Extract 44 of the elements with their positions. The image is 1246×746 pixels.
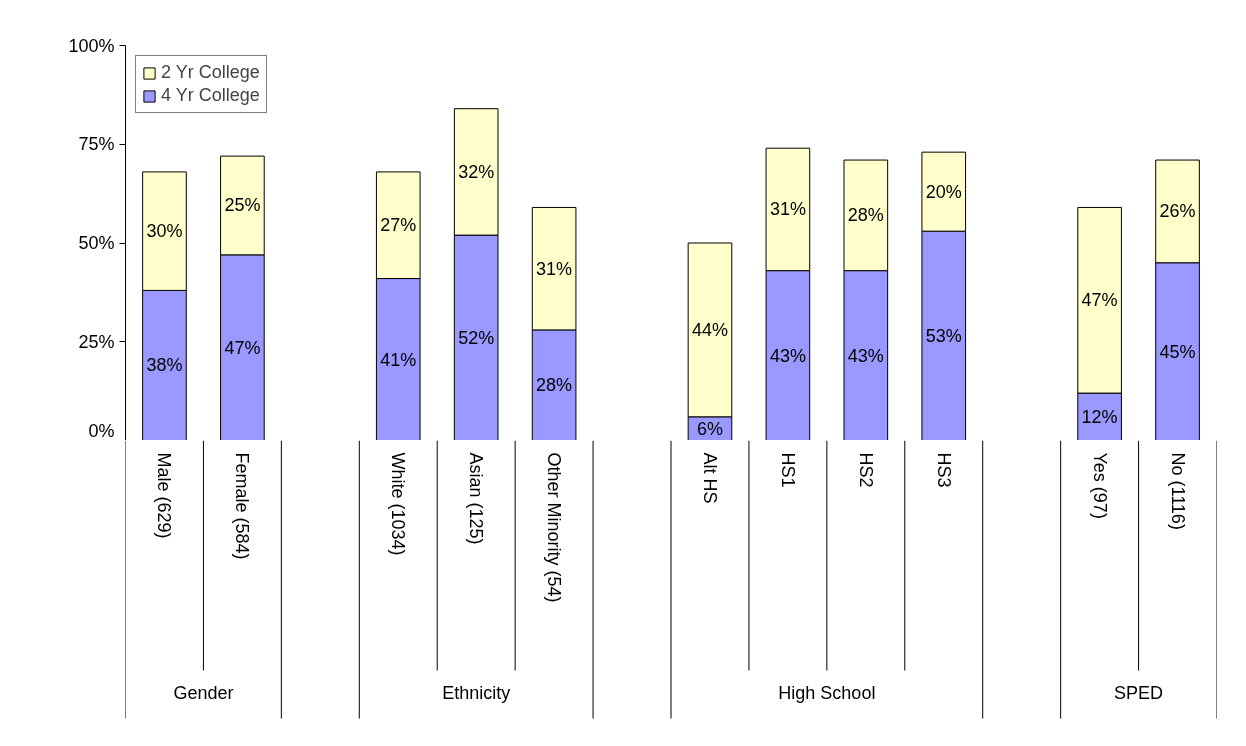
data-label: 27% — [380, 215, 417, 236]
text: Gender — [173, 682, 234, 703]
data-label: 43% — [769, 345, 806, 366]
legend-label: 4 Yr College — [161, 85, 260, 106]
data-label: 31% — [769, 199, 806, 220]
x-tick-label: Other Minority (54) — [544, 452, 565, 603]
text: SPED — [1114, 682, 1164, 703]
y-tick-label: 0% — [88, 420, 115, 441]
x-tick-label: Male (629) — [154, 452, 175, 539]
data-label: 32% — [458, 161, 495, 182]
data-label: 44% — [691, 319, 728, 340]
data-label: 12% — [1081, 406, 1118, 427]
x-tick-label: HS3 — [933, 452, 954, 488]
x-tick-label: HS2 — [855, 452, 876, 488]
y-tick-label: 50% — [78, 233, 115, 253]
data-label: 28% — [847, 205, 884, 226]
data-label: 26% — [1159, 201, 1196, 222]
data-label: 47% — [1081, 290, 1118, 311]
data-label: 20% — [925, 181, 962, 202]
data-label: 28% — [536, 375, 573, 396]
x-tick-label: White (1034) — [388, 452, 409, 556]
data-label: 25% — [224, 195, 261, 216]
data-label: 53% — [925, 325, 962, 346]
data-label: 30% — [146, 221, 183, 242]
x-tick-label: No (1116) — [1167, 452, 1188, 530]
y-tick-label: 75% — [78, 134, 115, 155]
text: High School — [778, 682, 876, 703]
x-tick-label: Asian (125) — [466, 452, 487, 545]
y-tick-label: 100% — [68, 35, 115, 56]
x-tick-label: Female (584) — [232, 452, 253, 560]
x-tick-label: HS1 — [777, 452, 798, 488]
y-tick-label: 25% — [78, 331, 115, 352]
data-label: 45% — [1159, 341, 1196, 362]
data-label: 52% — [458, 327, 495, 348]
x-tick-label: Alt HS — [699, 452, 720, 504]
data-label: 38% — [146, 355, 183, 376]
data-label: 6% — [696, 418, 723, 439]
text: Ethnicity — [442, 682, 511, 703]
x-tick-label: Yes (97) — [1089, 452, 1110, 519]
data-label: 31% — [536, 258, 573, 279]
data-label: 41% — [380, 349, 417, 370]
data-label: 43% — [847, 345, 884, 366]
legend-label: 2 Yr College — [161, 62, 260, 83]
data-label: 47% — [224, 337, 261, 358]
